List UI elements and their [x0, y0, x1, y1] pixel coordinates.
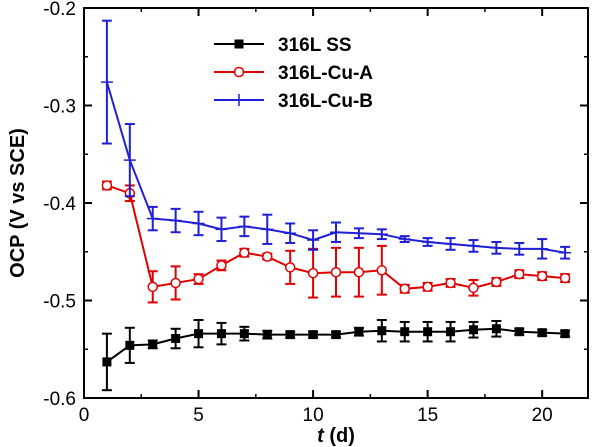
data-point: [285, 330, 295, 340]
data-point: [445, 277, 456, 289]
data-point: [331, 330, 341, 340]
legend-label: 316L-Cu-B: [278, 91, 373, 112]
chart-legend: 316L SS 316L-Cu-A 316L-Cu-B: [214, 35, 373, 112]
legend-entry-2: 316L-Cu-B: [214, 91, 373, 112]
data-point: [284, 262, 296, 273]
x-axis-title: t (d): [317, 425, 355, 447]
data-point: [239, 329, 249, 339]
x-tick-label: 20: [532, 405, 553, 426]
data-point: [262, 330, 272, 340]
data-point: [148, 339, 158, 349]
data-point: [125, 340, 135, 350]
data-point: [376, 265, 388, 276]
data-point: [399, 283, 410, 295]
series-2: [100, 19, 572, 260]
data-point: [170, 277, 181, 289]
data-point: [491, 324, 501, 334]
data-point: [514, 268, 525, 280]
y-axis-title: OCP (V vs SCE): [7, 128, 29, 278]
legend-label: 316L SS: [278, 35, 352, 56]
series-0: [101, 319, 571, 392]
data-point: [423, 327, 433, 337]
data-point: [468, 325, 478, 335]
data-point: [193, 273, 204, 285]
y-tick-label: -0.5: [43, 292, 76, 313]
x-tick-label: 5: [193, 405, 204, 426]
y-tick-label: -0.2: [43, 0, 76, 20]
data-point: [307, 267, 319, 279]
data-point: [400, 327, 410, 337]
data-point: [171, 334, 181, 344]
data-point: [308, 330, 318, 340]
x-tick-label: 10: [303, 405, 324, 426]
y-tick-label: -0.6: [43, 389, 76, 410]
y-tick-label: -0.3: [43, 97, 76, 118]
legend-label: 316L-Cu-A: [278, 63, 373, 84]
data-point: [560, 329, 570, 339]
data-point: [101, 180, 113, 191]
chart-axes: 0 5 10 15 20 -0.6 -0.5 -0.4 -0.3 -0.2 t (d) OCP (V …: [7, 0, 589, 447]
data-point: [216, 260, 227, 271]
x-tick-label: 15: [417, 405, 438, 426]
data-point: [514, 327, 524, 337]
data-point: [537, 328, 547, 338]
legend-marker: [233, 66, 245, 78]
data-point: [239, 247, 250, 258]
data-point: [491, 276, 502, 288]
x-axis-title-variable: t: [317, 425, 325, 447]
data-point: [536, 270, 548, 282]
data-point: [446, 327, 456, 337]
data-point: [330, 266, 342, 278]
chart-marks: [100, 19, 572, 392]
data-point: [354, 327, 364, 337]
data-point: [194, 329, 204, 339]
legend-entry-0: 316L SS: [214, 35, 352, 56]
x-axis-title-unit: (d): [324, 425, 355, 447]
legend-entry-1: 316L-Cu-A: [214, 63, 373, 84]
data-point: [147, 281, 158, 293]
data-point: [216, 329, 226, 339]
data-point: [102, 357, 112, 367]
y-tick-label: -0.4: [43, 194, 76, 215]
data-point: [262, 251, 273, 262]
data-point: [559, 272, 571, 284]
legend-marker: [234, 39, 244, 49]
data-point: [468, 282, 479, 294]
data-point: [422, 281, 433, 293]
data-point: [377, 326, 387, 336]
x-tick-label: 0: [79, 405, 90, 426]
data-point: [353, 266, 365, 278]
